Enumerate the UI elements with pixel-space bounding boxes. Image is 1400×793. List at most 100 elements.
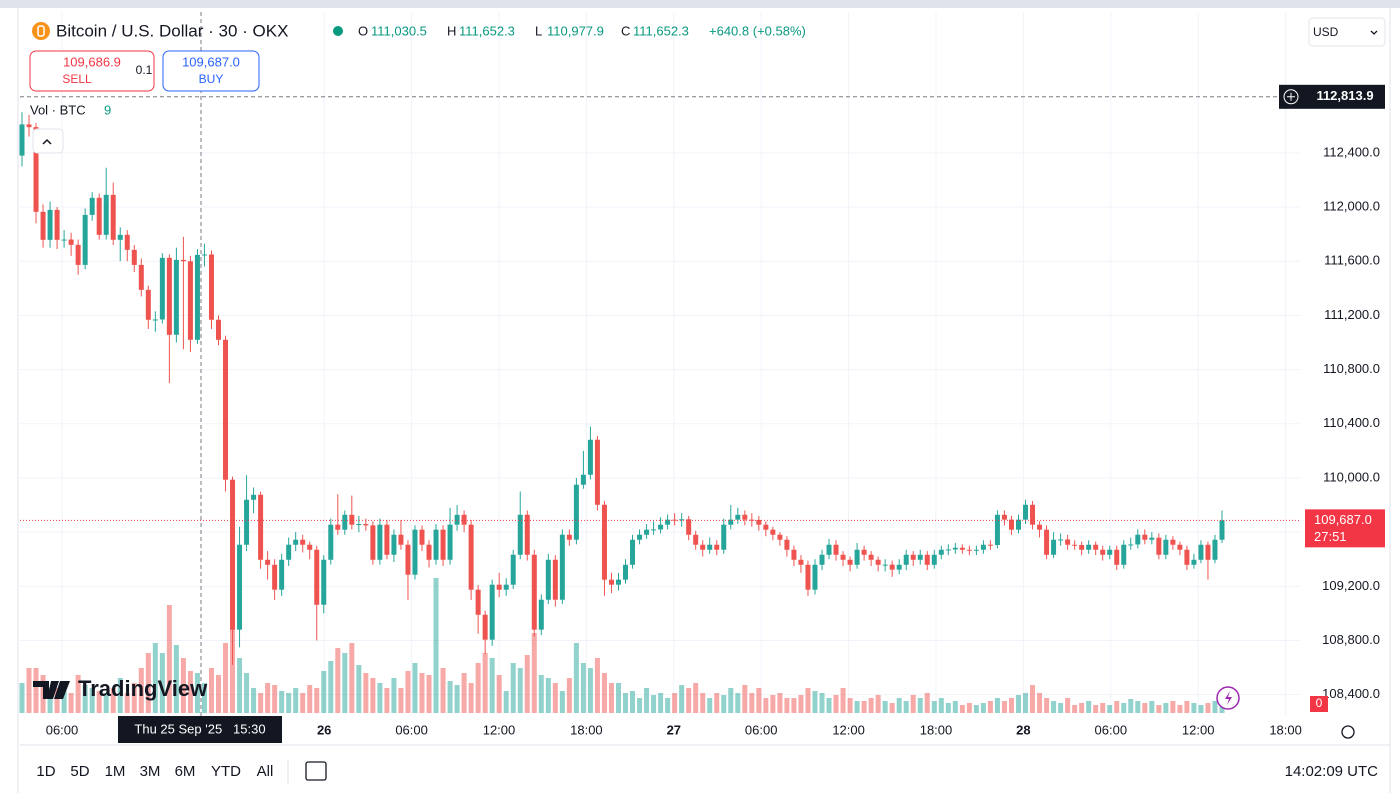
crosshair-time: Thu 25 Sep '25 15:30 <box>134 721 265 736</box>
candle-body <box>61 239 67 241</box>
volume-bar <box>377 683 383 713</box>
candle-body <box>82 214 88 265</box>
timeframe-button[interactable]: All <box>257 763 274 780</box>
y-tick-label: 110,000.0 <box>1323 469 1380 484</box>
volume-bar <box>966 703 972 713</box>
candle-body <box>503 584 509 590</box>
candle-body <box>194 254 200 340</box>
volume-bar <box>1135 701 1141 713</box>
candle-body <box>1184 549 1190 565</box>
volume-bar <box>875 695 881 713</box>
candle-body <box>300 539 306 545</box>
candle-body <box>826 544 832 555</box>
crosshair-price: 112,813.9 <box>1316 88 1373 103</box>
volume-bar <box>749 693 755 713</box>
last-price-box <box>1305 509 1385 548</box>
timeframe-button[interactable]: 5D <box>70 763 89 780</box>
candle-body <box>496 584 502 590</box>
volume-bar <box>1149 701 1155 713</box>
volume-bar <box>1114 701 1120 713</box>
candle-body <box>966 549 972 551</box>
y-tick-label: 108,400.0 <box>1322 686 1380 701</box>
candle-body <box>454 514 460 525</box>
candle-body <box>230 479 236 630</box>
timeframe-button[interactable]: 1D <box>36 763 55 780</box>
candle-body <box>994 514 1000 546</box>
volume-bar <box>573 643 579 713</box>
volume-bar <box>805 688 811 713</box>
volume-bar <box>938 698 944 713</box>
candle-body <box>545 559 551 600</box>
candle-body <box>265 559 271 565</box>
candle-body <box>47 209 53 240</box>
volume-bar <box>391 678 397 713</box>
volume-bar <box>868 698 874 713</box>
volume-bar <box>538 675 544 713</box>
volume-bar <box>1058 703 1064 713</box>
volume-bar <box>763 698 769 713</box>
volume-bar <box>1170 701 1176 713</box>
candle-body <box>1023 504 1029 520</box>
volume-bar <box>342 653 348 713</box>
candle-body <box>1030 504 1036 525</box>
volume-bar <box>187 671 193 713</box>
candle-body <box>187 261 193 340</box>
timeframe-button[interactable]: YTD <box>211 763 241 780</box>
volume-bar <box>721 695 727 713</box>
candle-body <box>742 514 748 520</box>
volume-bar <box>594 658 600 713</box>
candle-body <box>1100 549 1106 555</box>
candle-body <box>623 564 629 580</box>
candle-body <box>615 579 621 585</box>
candle-body <box>1135 534 1141 545</box>
volume-bar <box>208 668 214 713</box>
timeframe-button[interactable]: 1M <box>105 763 126 780</box>
volume-pane <box>19 578 1225 713</box>
volume-bar <box>1100 703 1106 713</box>
volume-bar <box>230 628 236 713</box>
volume-bar <box>601 673 607 713</box>
settings-icon[interactable] <box>1341 725 1355 739</box>
buy-button[interactable] <box>162 50 260 92</box>
candle-body <box>1008 519 1014 530</box>
volume-bar <box>482 653 488 713</box>
candle-body <box>1093 544 1099 550</box>
candle-body <box>756 519 762 525</box>
legend-value: 111,652.3 <box>633 23 689 38</box>
candle-body <box>868 554 874 560</box>
volume-bar <box>503 691 509 713</box>
volume-bar <box>1023 693 1029 713</box>
candle-body <box>166 257 172 335</box>
volume-bar <box>693 683 699 713</box>
symbol-title: Bitcoin / U.S. Dollar · 30 · OKX <box>56 21 288 40</box>
candle-body <box>103 194 109 235</box>
volume-bar <box>566 678 572 713</box>
volume-bar <box>707 698 713 713</box>
volume-bar <box>251 688 257 713</box>
volume-bar <box>152 643 158 713</box>
volume-bar <box>103 693 109 713</box>
volume-bar <box>1212 701 1218 713</box>
timeframe-button[interactable]: 6M <box>175 763 196 780</box>
volume-bar <box>173 645 179 713</box>
candle-body <box>566 534 572 540</box>
volume-bar <box>910 695 916 713</box>
candle-body <box>138 264 144 290</box>
volume-bar <box>82 685 88 713</box>
volume-bar <box>980 703 986 713</box>
sell-button[interactable] <box>29 50 155 92</box>
candle-body <box>700 544 706 550</box>
volume-bar <box>384 688 390 713</box>
candle-body <box>777 534 783 540</box>
candle-body <box>608 579 614 585</box>
candle-body <box>693 534 699 545</box>
buy-label: BUY <box>199 72 224 86</box>
timeframe-button[interactable]: 3M <box>140 763 161 780</box>
volume-bar <box>847 698 853 713</box>
currency-select[interactable] <box>1308 17 1386 47</box>
volume-bar <box>1191 703 1197 713</box>
date-range-icon[interactable] <box>305 761 327 781</box>
volume-bar <box>363 673 369 713</box>
volume-bar <box>1184 701 1190 713</box>
crosshair-add-plus <box>1287 92 1295 101</box>
